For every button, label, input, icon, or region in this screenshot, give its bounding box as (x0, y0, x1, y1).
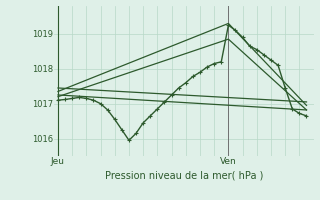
X-axis label: Pression niveau de la mer( hPa ): Pression niveau de la mer( hPa ) (105, 171, 263, 181)
